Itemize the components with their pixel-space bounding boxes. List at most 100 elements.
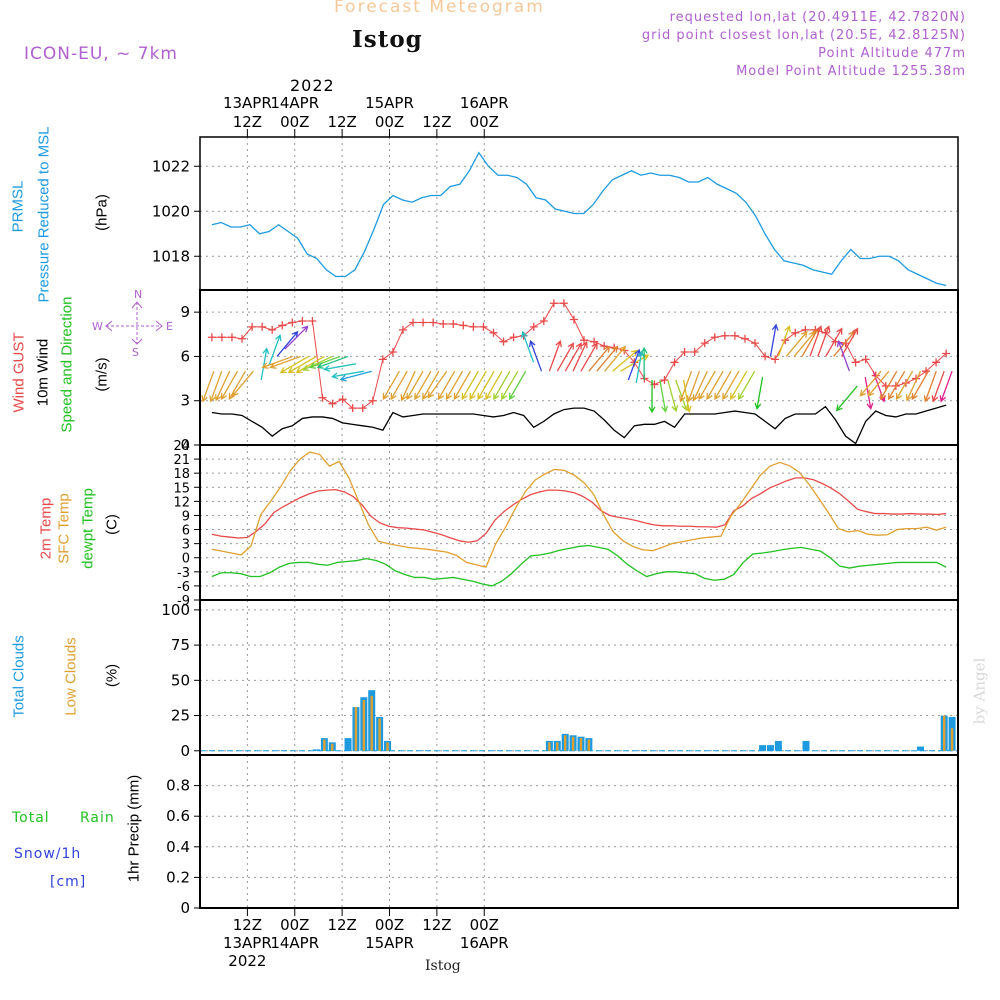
wind-gust-marker (368, 396, 377, 405)
wind-direction-arrow (923, 370, 937, 403)
wind-direction-arrow (785, 330, 808, 357)
y-tick-label: 18 (173, 467, 190, 482)
y-tick-label: 0.8 (166, 777, 190, 795)
wind-gust-marker (720, 331, 729, 340)
rain-label: Rain (80, 810, 115, 826)
wind-gust-marker (469, 322, 478, 331)
wind-gust-line (211, 302, 947, 409)
bottom-axis-hour-label: 12Z (233, 916, 262, 934)
y-tick-label: 9 (182, 509, 190, 524)
y-tick-label: 0 (180, 742, 190, 760)
model-name: ICON-EU, ~ 7km (24, 44, 178, 64)
wind-direction-arrow (422, 370, 440, 401)
wind-direction-arrow (330, 370, 364, 380)
low-cloud-bar (571, 736, 575, 751)
y-tick-label: 0.6 (166, 807, 190, 825)
low-cloud-bar (354, 707, 358, 751)
wind-direction-arrow (596, 345, 619, 372)
y-tick-label: 1018 (152, 247, 190, 265)
wind-direction-arrow (461, 370, 479, 401)
wind-gust-marker (459, 321, 468, 330)
wind-gust-marker (288, 318, 297, 327)
wind-direction-arrow (880, 370, 898, 401)
temp-sfc-line (211, 451, 947, 568)
wind-gust-marker (761, 352, 770, 361)
wind-gust-marker (559, 299, 568, 308)
wind-gust-marker (479, 322, 488, 331)
compass-south: S (132, 346, 139, 358)
total-cloud-bar (766, 745, 774, 751)
wind-gust-marker (348, 404, 357, 413)
wind-direction-arrow (692, 370, 708, 402)
wind-direction-arrow (572, 340, 588, 372)
y-tick-label: 0 (182, 552, 190, 567)
wind-direction-arrow (308, 355, 341, 369)
wind-direction-arrow (867, 370, 890, 397)
wind-direction-arrow (323, 363, 357, 372)
total-cloud-bar (759, 745, 767, 751)
wind-direction-arrow (406, 370, 424, 401)
wind-direction-arrow (260, 347, 270, 381)
y-tick-label: 25 (171, 707, 190, 725)
y-tick-label: 50 (171, 671, 190, 689)
wind-gust-marker (388, 348, 397, 356)
wind-gust-marker (268, 325, 277, 334)
wind-direction-arrow (556, 342, 574, 372)
wind-direction-arrow (730, 370, 748, 401)
wind-direction-arrow (738, 370, 756, 401)
wind-direction-arrow (316, 355, 349, 369)
wind-gust-marker (298, 317, 307, 325)
wind-gust-marker (358, 404, 367, 413)
compass-rose-icon: N W E S (92, 288, 173, 358)
wind-direction-arrow (231, 370, 254, 397)
total-cloud-bar (312, 749, 320, 751)
total-cloud-bar (344, 738, 352, 751)
wind-direction-arrow (612, 349, 639, 372)
bottom-axis-date-label: 14APR (270, 934, 319, 952)
wind-direction-arrow (911, 370, 929, 401)
wind-direction-arrow (445, 370, 464, 401)
wind-direction-arrow (437, 370, 456, 401)
total-cloud-bar (802, 740, 810, 751)
panel-frame (199, 754, 959, 909)
wind-gust-marker (861, 355, 870, 364)
bottom-axis-date-label: 13APR (223, 934, 272, 952)
wind-direction-arrow (564, 342, 582, 372)
temp-dewpt-line (211, 544, 947, 587)
y-tick-label: -3 (177, 566, 190, 581)
y-tick-label: -9 (177, 594, 190, 609)
bottom-axis-hour-label: 00Z (375, 916, 404, 934)
y-tick-label: 3 (180, 392, 190, 410)
wind-direction-arrow (453, 370, 471, 401)
wind-direction-arrow (390, 370, 408, 401)
wind-direction-arrow (769, 323, 779, 357)
wind-gust-marker (318, 393, 327, 402)
wind-direction-arrow (220, 370, 239, 401)
wind-gust-marker (248, 322, 257, 331)
wind-direction-arrow (835, 385, 858, 412)
low-cloud-bar (386, 742, 389, 751)
bottom-axis-date-label: 15APR (365, 934, 414, 952)
wind-gust-marker (328, 399, 337, 408)
bottom-axis-year-label: 2022 (228, 952, 266, 970)
wind-direction-arrow (686, 370, 701, 403)
wind-direction-arrow (698, 370, 716, 401)
wind-gust-marker (378, 355, 387, 364)
low-cloud-bar (370, 695, 373, 751)
y-tick-label: 1022 (152, 157, 190, 175)
y-tick-label: 1020 (152, 202, 190, 220)
wind-direction-arrow (493, 370, 511, 401)
low-cloud-bar (548, 742, 551, 751)
y-tick-label: 6 (180, 347, 190, 365)
wind-gust-marker (238, 334, 247, 343)
wind-gust-marker (529, 322, 538, 331)
wind-gust-marker (751, 339, 760, 348)
wind-gust-marker (338, 395, 347, 404)
wind-direction-arrow (836, 339, 851, 372)
low-cloud-bar (942, 715, 946, 751)
wind-gust-marker (549, 299, 558, 308)
panel-frame (199, 599, 959, 756)
wind-direction-arrow (888, 370, 906, 401)
low-cloud-bar (579, 738, 583, 751)
compass-east: E (166, 320, 173, 333)
